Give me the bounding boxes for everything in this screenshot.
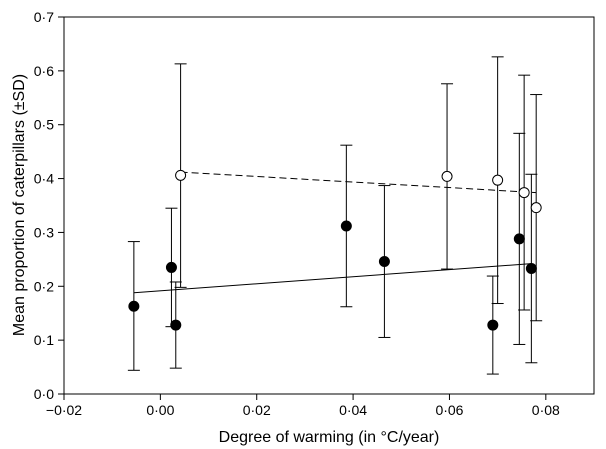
y-axis-label: Mean proportion of caterpillars (±SD): [11, 74, 28, 336]
y-tick-label: 0·1: [34, 332, 54, 348]
x-tick-label: 0·00: [146, 402, 174, 418]
open-circle-point: [518, 187, 530, 199]
filled-circle-point: [170, 319, 182, 331]
open-circle-point: [492, 174, 504, 186]
y-axis-ticks: 0·0 0·1 0·2 0·3 0·4 0·5 0·6 0·7: [34, 9, 64, 402]
filled-circle-point: [378, 256, 390, 268]
trend-lines: [133, 171, 537, 294]
filled-circle-point: [513, 233, 525, 245]
error-bars: [127, 56, 543, 375]
y-tick-label: 0·2: [34, 278, 54, 294]
filled-circle-point: [525, 263, 537, 275]
x-tick-label: −0·02: [46, 402, 82, 418]
y-tick-label: 0·7: [34, 9, 54, 25]
filled-circle-point: [340, 220, 352, 232]
open-circle-point: [175, 169, 187, 181]
filled-circle-point: [128, 300, 140, 312]
y-tick-label: 0·6: [34, 63, 54, 79]
x-tick-label: 0·08: [532, 402, 560, 418]
y-tick-label: 0·4: [34, 171, 54, 187]
trend-line-dashed: [180, 171, 537, 194]
trend-line-solid: [133, 263, 532, 294]
data-points: [128, 169, 542, 331]
plot-frame: [63, 16, 595, 395]
x-axis-ticks: −0·02 0·00 0·02 0·04 0·06 0·08: [46, 394, 560, 418]
filled-circle-point: [487, 319, 499, 331]
x-tick-label: 0·02: [243, 402, 271, 418]
x-axis-label: Degree of warming (in °C/year): [219, 429, 440, 446]
y-tick-label: 0·5: [34, 117, 54, 133]
y-tick-label: 0·0: [34, 386, 54, 402]
x-tick-label: 0·06: [435, 402, 463, 418]
open-circle-point: [441, 170, 453, 182]
x-tick-label: 0·04: [339, 402, 367, 418]
y-tick-label: 0·3: [34, 224, 54, 240]
filled-circle-point: [165, 261, 177, 273]
open-circle-point: [530, 202, 542, 214]
